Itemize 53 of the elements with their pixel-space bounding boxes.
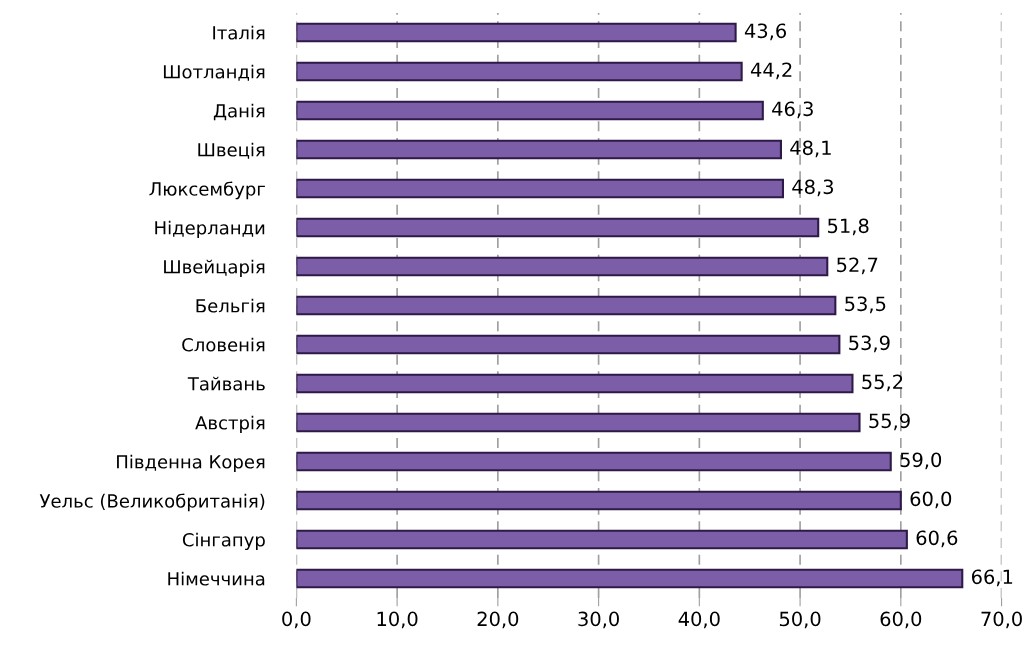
data-label: 43,6 xyxy=(744,23,787,41)
bar xyxy=(296,451,892,472)
data-label: 53,5 xyxy=(845,296,886,314)
data-label: 59,0 xyxy=(900,452,942,470)
data-label: 60,0 xyxy=(910,491,952,509)
bar xyxy=(296,139,782,160)
bar xyxy=(296,412,861,433)
x-tick-label: 60,0 xyxy=(880,611,922,629)
data-label: 51,8 xyxy=(828,218,869,236)
data-label: 66,1 xyxy=(971,569,1013,587)
data-label: 55,9 xyxy=(869,413,910,431)
data-label: 53,9 xyxy=(849,335,890,353)
y-tick-label: Бельгія xyxy=(196,298,265,313)
bar xyxy=(296,529,908,550)
y-tick-label: Тайвань xyxy=(187,376,265,391)
bar xyxy=(296,334,841,355)
data-label: 44,2 xyxy=(750,62,792,80)
data-label: 48,3 xyxy=(792,179,834,197)
data-label: 48,1 xyxy=(790,140,831,158)
x-tick-label: 70,0 xyxy=(981,611,1022,629)
data-label: 52,7 xyxy=(837,257,878,275)
bar xyxy=(296,295,837,316)
data-label: 46,3 xyxy=(772,101,813,119)
y-tick-label: Словенія xyxy=(182,337,265,352)
bar xyxy=(296,217,820,238)
y-tick-label: Швеція xyxy=(198,142,265,159)
data-label: 55,2 xyxy=(862,374,903,392)
data-label: 60,6 xyxy=(916,530,958,548)
y-tick-label: Італія xyxy=(213,25,265,40)
y-tick-label: Данія xyxy=(213,103,265,121)
x-tick-label: 20,0 xyxy=(477,611,519,629)
x-tick-label: 40,0 xyxy=(678,611,720,629)
bar xyxy=(296,22,737,43)
bar xyxy=(296,568,964,589)
bar xyxy=(296,178,784,199)
bar xyxy=(296,61,743,82)
y-tick-label: Швейцарія xyxy=(164,259,265,278)
y-tick-label: Південна Корея xyxy=(117,454,265,473)
bar xyxy=(296,490,902,511)
y-tick-label: Сінгапур xyxy=(182,532,265,551)
x-tick-label: 50,0 xyxy=(779,611,821,629)
y-tick-label: Шотландія xyxy=(163,64,265,81)
bar xyxy=(296,256,829,277)
bar xyxy=(296,100,764,121)
x-tick-label: 30,0 xyxy=(578,611,619,629)
x-tick-label: 10,0 xyxy=(377,611,418,629)
y-tick-label: Нідерланди xyxy=(155,220,265,239)
y-tick-label: Люксембург xyxy=(149,181,265,200)
bar xyxy=(296,373,854,394)
y-tick-label: Уельс (Великобританія) xyxy=(39,493,265,512)
y-tick-label: Австрія xyxy=(195,415,265,434)
x-tick-label: 0,0 xyxy=(282,611,311,629)
y-tick-label: Німеччина xyxy=(168,571,265,586)
